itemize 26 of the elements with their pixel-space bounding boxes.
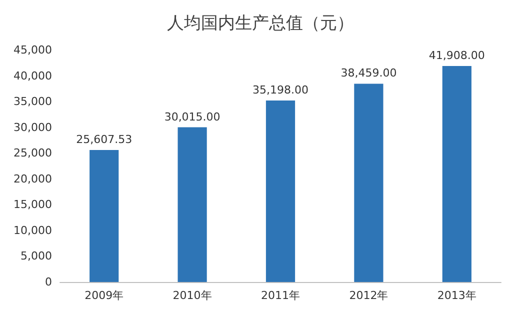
y-tick-label: 10,000 [14,224,52,237]
y-tick-label: 20,000 [14,172,52,186]
x-tick-label: 2013年 [437,289,476,302]
x-tick-label: 2010年 [172,289,212,302]
bar [354,84,384,282]
bar [178,127,207,282]
y-tick-label: 40,000 [14,69,52,82]
bar [266,100,296,282]
data-label: 30,015.00 [164,110,220,124]
y-tick-label: 45,000 [14,44,52,56]
y-tick-label: 0 [45,276,52,288]
x-tick-label: 2012年 [349,289,388,302]
data-label: 25,607.53 [76,132,132,146]
data-label: 41,908.00 [428,48,485,62]
chart-title: 人均国内生产总值（元） [167,14,354,34]
data-label: 38,459.00 [340,66,397,80]
x-tick-label: 2009年 [84,289,124,302]
y-tick-label: 5,000 [20,250,52,263]
y-tick-label: 35,000 [14,95,52,108]
y-tick-label: 30,000 [14,120,52,134]
x-tick-label: 2011年 [261,289,300,302]
y-tick-label: 15,000 [14,198,52,212]
bar [442,66,472,282]
y-tick-label: 25,000 [14,146,52,160]
data-label: 35,198.00 [252,84,308,97]
bar [90,150,119,282]
